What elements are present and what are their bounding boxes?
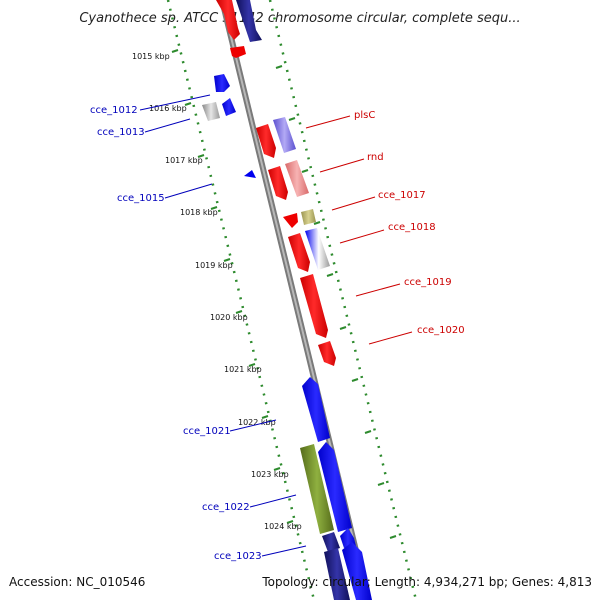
sequence-summary: Topology: circular; Length: 4,934,271 bp…	[261, 575, 592, 589]
gene-box-plsC-neighbor	[273, 117, 296, 153]
ruler-tick	[171, 49, 179, 53]
ruler-tick	[223, 258, 231, 262]
gene-box-cce-1018	[305, 228, 330, 270]
leader-line	[249, 494, 297, 508]
ruler-label: 1023 kbp	[251, 470, 289, 479]
gene-label-cce-1022: cce_1022	[202, 502, 250, 513]
ruler-tick	[339, 326, 347, 330]
gene-box-cce-1013	[202, 102, 220, 121]
gene-arrow-plsC	[256, 124, 276, 158]
ruler-label: 1018 kbp	[180, 208, 218, 217]
gene-label-cce-1023: cce_1023	[214, 551, 262, 562]
left-strand-genes[interactable]	[202, 74, 256, 178]
map-title: Cyanothece sp. ATCC 51142 chromosome cir…	[79, 11, 520, 26]
gene-arrow-reverse	[230, 46, 246, 58]
gene-arrow-reverse	[216, 0, 240, 40]
gene-label-cce-1021: cce_1021	[183, 426, 231, 437]
gene-label-cce-1013: cce_1013	[97, 127, 145, 138]
ruler-labels: 1015 kbp 1016 kbp 1017 kbp 1018 kbp 1019…	[132, 52, 302, 531]
ruler-ticks	[171, 49, 397, 539]
gene-label-rnd: rnd	[367, 152, 384, 163]
ruler-tick	[389, 535, 397, 539]
leader-line	[164, 183, 213, 199]
ruler-tick	[248, 363, 256, 367]
gene-arrow-cce-1012	[214, 74, 230, 92]
right-strand-genes[interactable]	[256, 117, 336, 366]
gene-box-bottom	[324, 548, 350, 600]
ruler-tick	[261, 415, 269, 419]
gene-label-cce-1015: cce_1015	[117, 193, 165, 204]
leader-line	[368, 331, 413, 345]
ruler-tick	[184, 102, 192, 106]
leader-line	[339, 229, 385, 244]
leader-line	[144, 118, 191, 133]
ruler-label: 1024 kbp	[264, 522, 302, 531]
gene-arrow-cce-1017	[283, 213, 298, 228]
gene-box-lower	[322, 532, 340, 552]
gene-arrow-rnd	[268, 166, 288, 200]
gene-features-top[interactable]	[216, 0, 262, 58]
inner-ruler	[166, 0, 316, 600]
ruler-tick	[326, 273, 334, 277]
right-gene-labels: plsC rnd cce_1017 cce_1018 cce_1019 cce_…	[305, 110, 465, 345]
lower-genes[interactable]	[300, 377, 372, 600]
leader-line	[229, 419, 277, 432]
ruler-label: 1017 kbp	[165, 156, 203, 165]
gene-box-rnd-neighbor	[285, 160, 309, 197]
leader-line	[331, 196, 376, 211]
ruler-label: 1020 kbp	[210, 313, 248, 322]
leader-line	[261, 545, 307, 557]
gene-box-cce-1022	[300, 444, 334, 534]
gene-box-cce-1017	[301, 209, 316, 225]
ruler-tick	[313, 221, 321, 225]
leader-line	[319, 158, 365, 173]
gene-arrow-cce-1013b	[222, 98, 236, 116]
left-gene-labels: cce_1012 cce_1013 cce_1015 cce_1021 cce_…	[90, 94, 307, 562]
ruler-tick	[288, 117, 296, 121]
gene-arrow-cce-1020	[318, 341, 336, 366]
ruler-tick	[364, 430, 372, 434]
gene-arrow-cce-1015	[244, 170, 256, 178]
ruler-tick	[351, 378, 359, 382]
gene-label-cce-1018: cce_1018	[388, 222, 436, 233]
ruler-tick	[301, 169, 309, 173]
gene-arrow-cce-1023	[318, 442, 352, 532]
gene-label-cce-1017: cce_1017	[378, 190, 426, 201]
gene-arrow-cce-1019	[300, 274, 328, 338]
gene-label-cce-1019: cce_1019	[404, 277, 452, 288]
ruler-tick	[275, 65, 283, 69]
leader-line	[139, 94, 211, 111]
gene-arrow-forward	[236, 0, 262, 42]
ruler-label: 1021 kbp	[224, 365, 262, 374]
ruler-label: 1022 kbp	[238, 418, 276, 427]
ruler-tick	[286, 520, 294, 524]
leader-line	[355, 283, 401, 297]
gene-arrow-bottom	[342, 542, 372, 600]
ruler-tick	[197, 154, 205, 158]
outer-ruler	[268, 0, 418, 600]
ruler-tick	[273, 467, 281, 471]
gene-label-cce-1020: cce_1020	[417, 325, 465, 336]
ruler-label: 1015 kbp	[132, 52, 170, 61]
ruler-label: 1016 kbp	[149, 104, 187, 113]
ruler-tick	[377, 482, 385, 486]
ruler-tick	[210, 206, 218, 210]
accession-text: Accession: NC_010546	[9, 575, 145, 589]
gene-label-plsC: plsC	[354, 110, 375, 121]
ruler-tick	[235, 310, 243, 314]
gene-arrow-cce-1018	[288, 233, 310, 272]
ruler-label: 1019 kbp	[195, 261, 233, 270]
leader-line	[305, 115, 351, 129]
gene-arrow-cce-1021	[302, 377, 330, 442]
gene-label-cce-1012: cce_1012	[90, 105, 138, 116]
